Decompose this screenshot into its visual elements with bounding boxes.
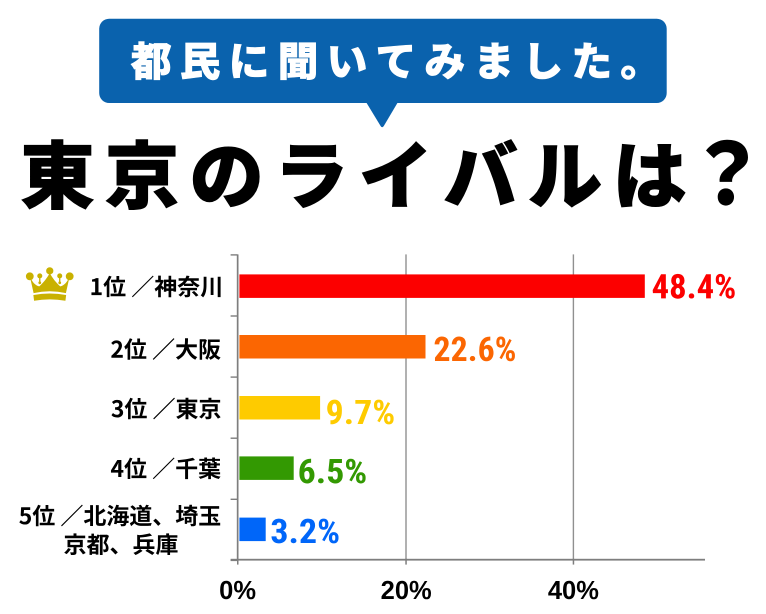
- svg-text:0%: 0%: [219, 577, 256, 605]
- svg-text:40%: 40%: [548, 577, 599, 605]
- svg-text:20%: 20%: [381, 577, 432, 605]
